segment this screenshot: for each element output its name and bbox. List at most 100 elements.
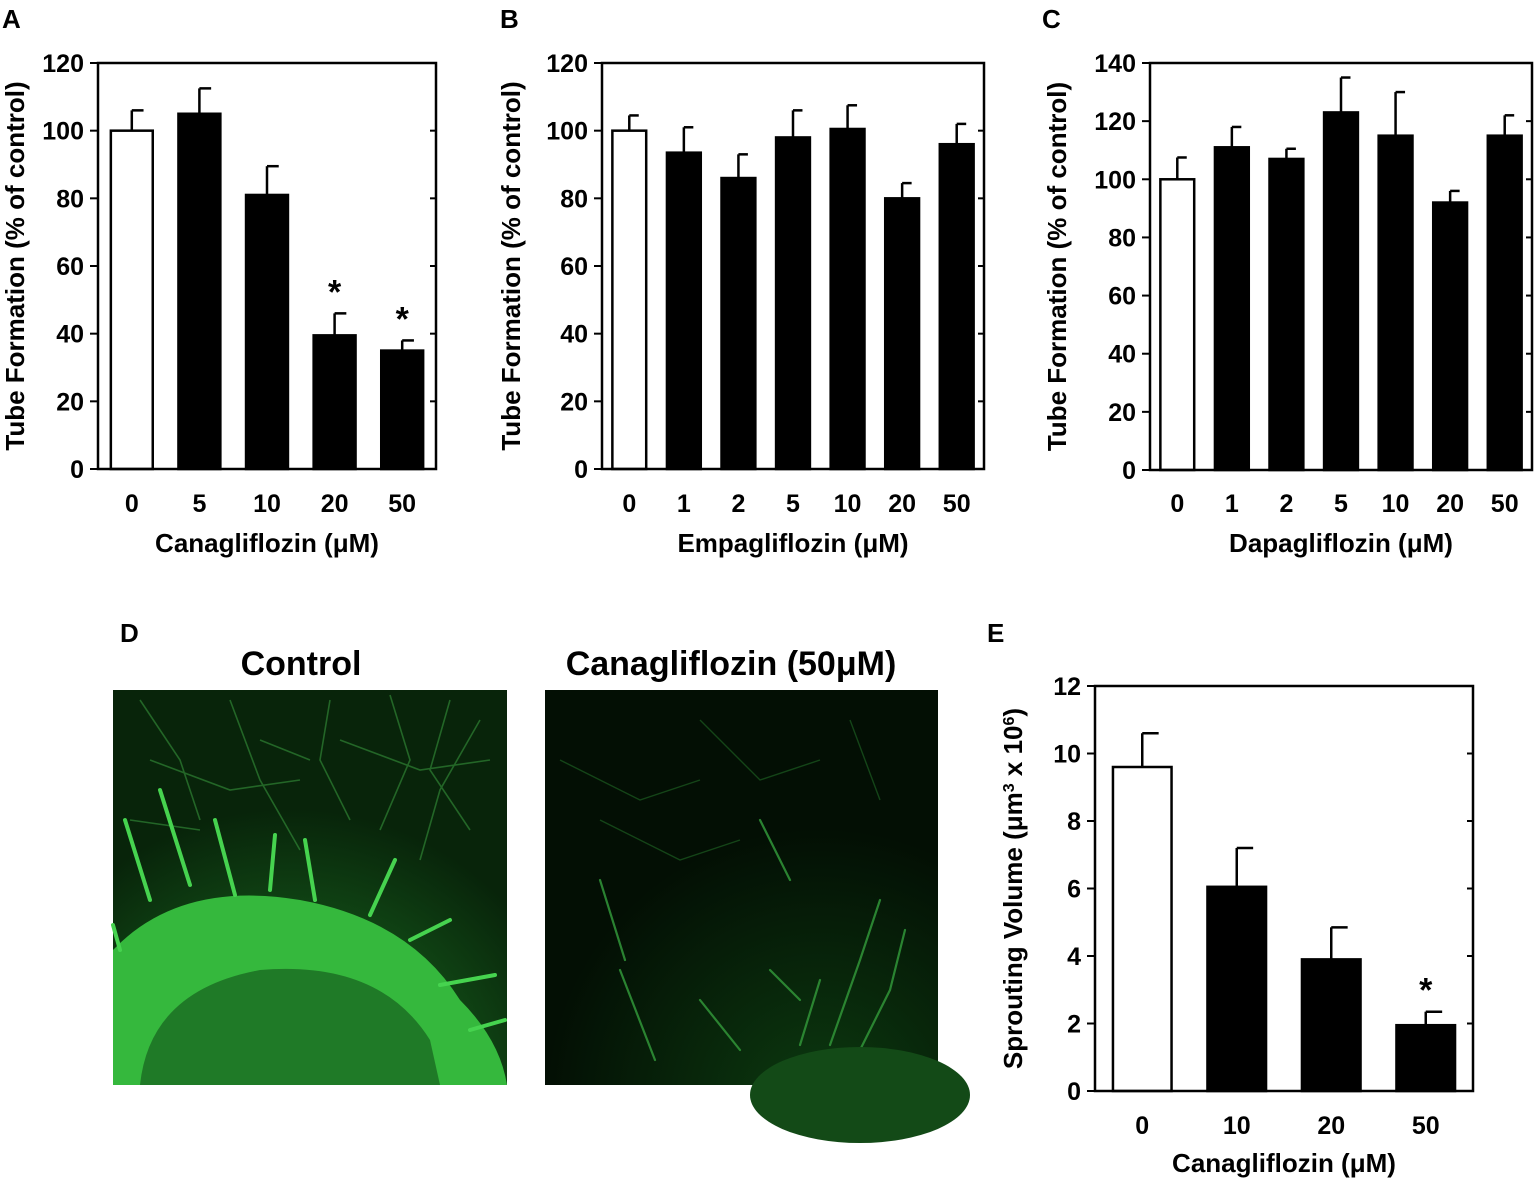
- a-xtick-label-2: 10: [253, 490, 281, 518]
- e-y-axis-label-superscript: 6: [1001, 716, 1018, 725]
- a-ytick-label-6: 120: [42, 50, 84, 78]
- b-xtick-label-4: 10: [834, 490, 862, 518]
- c-ytick-label-1: 20: [1108, 399, 1136, 427]
- chart-panel-b: 0 20 40 60 80 100 120 0 1 2 5 10 20 50 Empagliflozin (…: [496, 50, 986, 558]
- e-ytick-label-5: 10: [1053, 741, 1081, 769]
- c-x-axis-label: Dapagliflozin (μM): [1229, 528, 1453, 558]
- b-bar-2: [720, 176, 757, 471]
- a-plot-frame: [96, 61, 438, 471]
- c-bar-2: [1268, 157, 1305, 472]
- c-ytick-label-2: 40: [1108, 341, 1136, 369]
- e-ytick-label-3: 6: [1067, 876, 1081, 904]
- c-ytick-label-3: 60: [1108, 283, 1136, 311]
- b-bar-6: [938, 142, 975, 471]
- a-bar-0: [109, 129, 155, 471]
- a-ytick-label-2: 40: [56, 321, 84, 349]
- e-y-axis-label: Sprouting Volume (μm3 x 106): [998, 708, 1028, 1069]
- b-y-axis-label: Tube Formation (% of control): [496, 81, 526, 450]
- a-x-axis-label: Canagliflozin (μM): [155, 528, 379, 558]
- b-ytick-label-6: 120: [546, 50, 588, 78]
- c-xtick-label-0: 0: [1170, 490, 1184, 518]
- a-xtick-label-0: 0: [125, 490, 139, 518]
- c-xtick-label-2: 2: [1279, 490, 1293, 518]
- micrograph-control-title: Control: [241, 645, 362, 683]
- c-xtick-label-5: 20: [1436, 490, 1464, 518]
- a-bar-1: [177, 112, 222, 471]
- b-bar-5: [883, 197, 921, 471]
- a-ytick-label-1: 20: [56, 388, 84, 416]
- a-ytick-label-0: 0: [70, 456, 84, 484]
- panel-letter-c: C: [1042, 4, 1061, 34]
- chart-panel-c: 0 20 40 60 80 100 120 140 0 1 2 5 10 20 50 Dapagliflozi…: [1042, 50, 1534, 558]
- c-ytick-label-7: 140: [1094, 50, 1136, 78]
- c-xtick-label-4: 10: [1382, 490, 1410, 518]
- c-ytick-label-5: 100: [1094, 166, 1136, 194]
- c-ytick-label-4: 80: [1108, 224, 1136, 252]
- e-y-axis-label-part: ): [998, 708, 1028, 717]
- chart-panel-e: 0 2 4 6 8 10 12 0 10 20 50 * Canagliflozin (μM) Sprou…: [998, 673, 1475, 1178]
- micrograph-treated-title: Canagliflozin (50μM): [566, 645, 897, 683]
- e-bar-0: [1111, 765, 1173, 1093]
- a-bar-4: [379, 349, 425, 471]
- e-y-axis-label-superscript: 3: [1001, 783, 1018, 792]
- b-bar-3: [774, 136, 812, 471]
- e-ytick-label-1: 2: [1067, 1011, 1081, 1039]
- e-bar-3: [1395, 1023, 1457, 1093]
- a-ytick-label-4: 80: [56, 185, 84, 213]
- b-xtick-label-5: 20: [888, 490, 916, 518]
- c-y-axis-label: Tube Formation (% of control): [1042, 82, 1072, 451]
- e-bar-1: [1206, 885, 1268, 1093]
- c-xtick-label-6: 50: [1491, 490, 1519, 518]
- b-ytick-label-1: 20: [560, 388, 588, 416]
- e-xtick-label-2: 20: [1317, 1112, 1345, 1140]
- panel-letter-e: E: [987, 618, 1004, 648]
- b-ytick-label-2: 40: [560, 321, 588, 349]
- a-significance-star-4: *: [396, 300, 410, 338]
- c-bar-1: [1213, 146, 1251, 472]
- c-xtick-label-1: 1: [1225, 490, 1239, 518]
- chart-panel-a: 0 20 40 60 80 100 120 0 5 10 20 * 50 * Canagliflozin (…: [0, 50, 438, 558]
- e-plot-frame: [1093, 684, 1475, 1093]
- b-xtick-label-3: 5: [786, 490, 800, 518]
- c-ytick-label-6: 120: [1094, 108, 1136, 136]
- c-bar-3: [1322, 111, 1360, 472]
- b-plot-frame: [600, 61, 986, 471]
- a-xtick-label-3: 20: [321, 490, 349, 518]
- a-xtick-label-4: 50: [388, 490, 416, 518]
- a-y-axis-label: Tube Formation (% of control): [0, 81, 30, 450]
- micrograph-treated: [545, 690, 970, 1143]
- panel-letter-b: B: [500, 4, 519, 34]
- c-ytick-label-0: 0: [1122, 457, 1136, 485]
- b-ytick-label-3: 60: [560, 253, 588, 281]
- e-bar-2: [1300, 958, 1362, 1093]
- e-ytick-label-2: 4: [1067, 943, 1081, 971]
- e-xtick-label-3: 50: [1412, 1112, 1440, 1140]
- b-ytick-label-5: 100: [546, 118, 588, 146]
- b-xtick-label-6: 50: [943, 490, 971, 518]
- a-ytick-label-5: 100: [42, 118, 84, 146]
- micrograph-control: [111, 690, 507, 1085]
- b-bar-4: [829, 127, 866, 471]
- e-y-axis-label-part: Sprouting Volume (μm: [998, 792, 1028, 1069]
- b-xtick-label-2: 2: [731, 490, 745, 518]
- e-ytick-label-0: 0: [1067, 1078, 1081, 1106]
- b-bar-1: [665, 151, 703, 471]
- b-xtick-label-1: 1: [677, 490, 691, 518]
- b-ytick-label-0: 0: [574, 456, 588, 484]
- b-ytick-label-4: 80: [560, 185, 588, 213]
- c-xtick-label-3: 5: [1334, 490, 1348, 518]
- e-xtick-label-0: 0: [1135, 1112, 1149, 1140]
- a-bar-2: [244, 193, 290, 471]
- c-bar-5: [1431, 201, 1469, 472]
- e-ytick-label-6: 12: [1053, 673, 1081, 701]
- panel-letter-a: A: [2, 4, 21, 34]
- e-significance-star-3: *: [1419, 972, 1433, 1010]
- e-y-axis-label-part: x 10: [998, 725, 1028, 783]
- b-bar-0: [611, 129, 648, 471]
- e-ytick-label-4: 8: [1067, 808, 1081, 836]
- a-xtick-label-1: 5: [192, 490, 206, 518]
- b-x-axis-label: Empagliflozin (μM): [677, 528, 908, 558]
- c-bar-6: [1486, 134, 1523, 472]
- a-bar-3: [312, 334, 357, 471]
